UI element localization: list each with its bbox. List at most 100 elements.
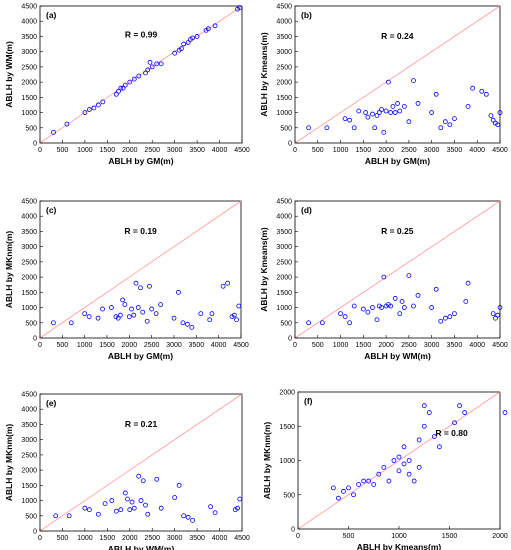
data-point bbox=[447, 122, 453, 128]
x-tick-label: 4500 bbox=[492, 342, 508, 349]
y-tick-label: 1500 bbox=[276, 95, 292, 102]
data-point bbox=[145, 511, 151, 517]
y-tick-label: 2000 bbox=[276, 80, 292, 87]
data-point bbox=[220, 283, 226, 289]
y-tick-label: 2000 bbox=[279, 390, 295, 397]
data-point bbox=[470, 85, 476, 91]
data-point bbox=[386, 478, 392, 484]
data-point bbox=[490, 311, 496, 317]
correlation-annotation: R = 0.21 bbox=[125, 419, 158, 429]
data-point bbox=[442, 119, 448, 125]
data-point bbox=[397, 311, 403, 317]
data-point bbox=[147, 283, 152, 289]
y-tick-label: 2500 bbox=[21, 64, 37, 71]
data-point bbox=[416, 437, 422, 443]
y-tick-label: 4000 bbox=[276, 19, 292, 26]
data-point bbox=[306, 125, 312, 131]
y-tick-label: 2000 bbox=[21, 275, 37, 282]
data-point bbox=[212, 23, 218, 29]
x-tick-label: 3000 bbox=[167, 147, 183, 154]
data-point bbox=[365, 114, 371, 120]
x-tick-label: 2000 bbox=[122, 342, 138, 349]
y-tick-label: 1000 bbox=[276, 305, 292, 312]
y-axis-label: ABLH by MKnm(m) bbox=[262, 422, 272, 500]
data-point bbox=[158, 302, 164, 307]
data-point bbox=[100, 99, 106, 105]
x-tick-label: 3500 bbox=[447, 342, 463, 349]
data-point bbox=[194, 34, 200, 39]
data-point bbox=[390, 104, 396, 109]
data-point bbox=[66, 513, 72, 519]
data-point bbox=[347, 117, 353, 123]
data-point bbox=[212, 510, 218, 516]
y-tick-label: 0 bbox=[33, 141, 37, 148]
panel-label: (d) bbox=[301, 205, 312, 215]
data-point bbox=[207, 317, 213, 323]
data-point bbox=[176, 289, 181, 295]
panel-c: 0 500 1000 1500 2000 2500 3000 3500 4000 4500 0 500… bbox=[4, 199, 249, 362]
data-point bbox=[306, 320, 312, 326]
y-tick-label: 1000 bbox=[21, 498, 37, 505]
x-tick-label: 3000 bbox=[166, 342, 182, 349]
y-axis-label: ABLH by MKnm(m) bbox=[4, 231, 14, 309]
y-axis-label: ABLH by Kmeans(m) bbox=[259, 227, 269, 312]
data-point bbox=[180, 320, 186, 326]
data-point bbox=[411, 78, 416, 83]
data-point bbox=[143, 70, 148, 76]
correlation-annotation: R = 0.25 bbox=[381, 226, 414, 236]
x-tick-label: 4000 bbox=[212, 147, 228, 154]
data-point bbox=[172, 50, 178, 56]
data-point bbox=[140, 478, 146, 484]
y-tick-label: 0 bbox=[33, 336, 37, 343]
data-point bbox=[236, 303, 242, 309]
data-point bbox=[465, 280, 471, 286]
y-tick-label: 500 bbox=[25, 513, 37, 520]
x-tick-label: 1500 bbox=[100, 147, 116, 154]
y-tick-label: 4500 bbox=[21, 4, 37, 11]
one-to-one-line bbox=[297, 391, 501, 530]
data-point bbox=[131, 312, 137, 318]
y-tick-label: 3000 bbox=[21, 244, 37, 251]
data-point bbox=[370, 111, 375, 117]
y-axis-label: ABLH by MKnm(m) bbox=[4, 424, 14, 502]
y-tick-label: 500 bbox=[283, 492, 295, 499]
data-point bbox=[125, 496, 130, 502]
data-point bbox=[82, 311, 88, 317]
x-tick-label: 1000 bbox=[333, 147, 349, 154]
data-point bbox=[401, 444, 407, 450]
panel-label: (f) bbox=[304, 396, 313, 406]
data-point bbox=[381, 274, 387, 280]
x-tick-label: 1000 bbox=[391, 533, 407, 540]
data-point bbox=[396, 468, 402, 474]
x-tick-label: 1500 bbox=[442, 533, 458, 540]
data-point bbox=[131, 505, 137, 511]
x-tick-label: 3500 bbox=[189, 535, 205, 542]
data-point bbox=[115, 315, 121, 321]
data-point bbox=[379, 305, 384, 310]
one-to-one-line bbox=[39, 5, 243, 144]
x-tick-label: 1500 bbox=[356, 342, 372, 349]
x-tick-label: 2000 bbox=[122, 535, 138, 542]
y-tick-label: 3000 bbox=[21, 49, 37, 56]
data-point bbox=[158, 505, 164, 511]
data-point bbox=[438, 318, 444, 324]
x-tick-label: 1500 bbox=[100, 535, 116, 542]
y-tick-label: 3500 bbox=[21, 229, 37, 236]
data-point bbox=[399, 299, 405, 304]
data-point bbox=[234, 317, 239, 323]
data-point bbox=[147, 59, 153, 65]
data-point bbox=[225, 280, 231, 286]
data-point bbox=[493, 315, 498, 321]
data-point bbox=[401, 305, 407, 310]
correlation-annotation: R = 0.80 bbox=[435, 428, 468, 438]
data-point bbox=[120, 297, 126, 303]
correlation-annotation: R = 0.99 bbox=[125, 30, 158, 40]
data-point bbox=[406, 471, 412, 477]
y-tick-label: 3500 bbox=[276, 34, 292, 41]
data-point bbox=[178, 46, 184, 52]
x-tick-label: 500 bbox=[312, 342, 324, 349]
data-point bbox=[335, 495, 341, 501]
data-point bbox=[184, 321, 190, 327]
y-tick-label: 1500 bbox=[21, 95, 37, 102]
x-tick-label: 4500 bbox=[233, 342, 249, 349]
